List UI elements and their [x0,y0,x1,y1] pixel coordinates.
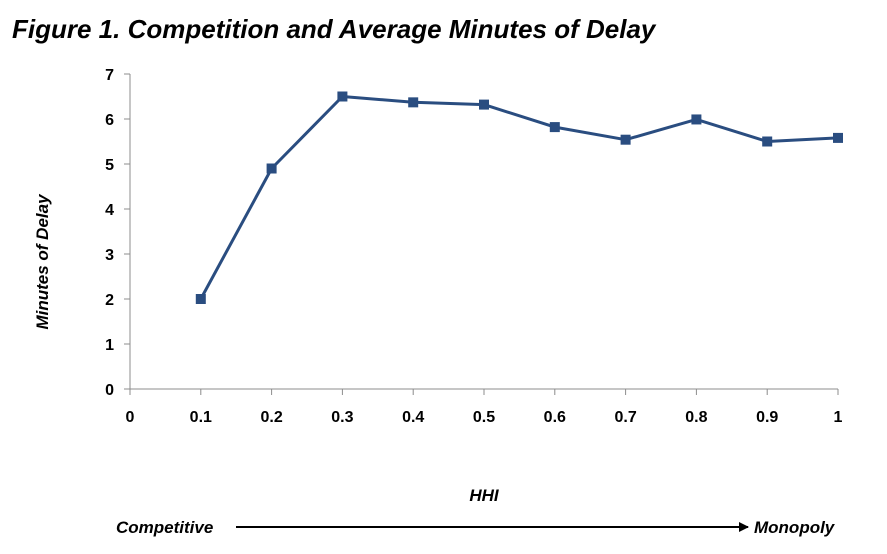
x-axis-title: HHI [469,486,500,505]
y-tick-label: 1 [105,337,114,354]
monopoly-label: Monopoly [754,518,836,537]
competitive-label: Competitive [116,518,213,537]
series-line [199,95,839,300]
data-point-marker [762,136,773,147]
data-point-marker [408,97,419,108]
data-point-marker [549,122,560,133]
chart-title: Figure 1. Competition and Average Minute… [12,14,656,44]
data-point-marker [620,134,631,145]
data-point-marker [479,99,489,110]
data-point-marker [266,163,277,174]
x-tick-label: 0.7 [614,409,636,426]
x-tick-label: 0.2 [260,409,282,426]
x-tick-label: 0.8 [685,409,707,426]
data-point-marker [691,114,702,125]
data-point-marker [195,294,206,304]
x-tick-label: 0 [126,409,135,426]
x-tick-label: 0.1 [190,409,212,426]
y-tick-label: 6 [105,112,114,129]
x-tick-label: 0.6 [544,409,566,426]
y-tick-label: 7 [105,67,114,84]
y-tick-label: 4 [105,202,114,219]
data-point-marker [833,132,843,143]
y-tick-label: 2 [105,292,114,309]
x-tick-label: 1 [834,409,843,426]
x-tick-label: 0.5 [473,409,495,426]
x-tick-label: 0.4 [402,409,424,426]
x-tick-label: 0.9 [756,409,778,426]
y-tick-label: 5 [105,157,114,174]
y-tick-label: 3 [105,247,114,264]
y-tick-label: 0 [105,382,114,399]
x-tick-label: 0.3 [331,409,353,426]
y-axis-title: Minutes of Delay [33,193,52,330]
data-point-marker [337,91,348,102]
